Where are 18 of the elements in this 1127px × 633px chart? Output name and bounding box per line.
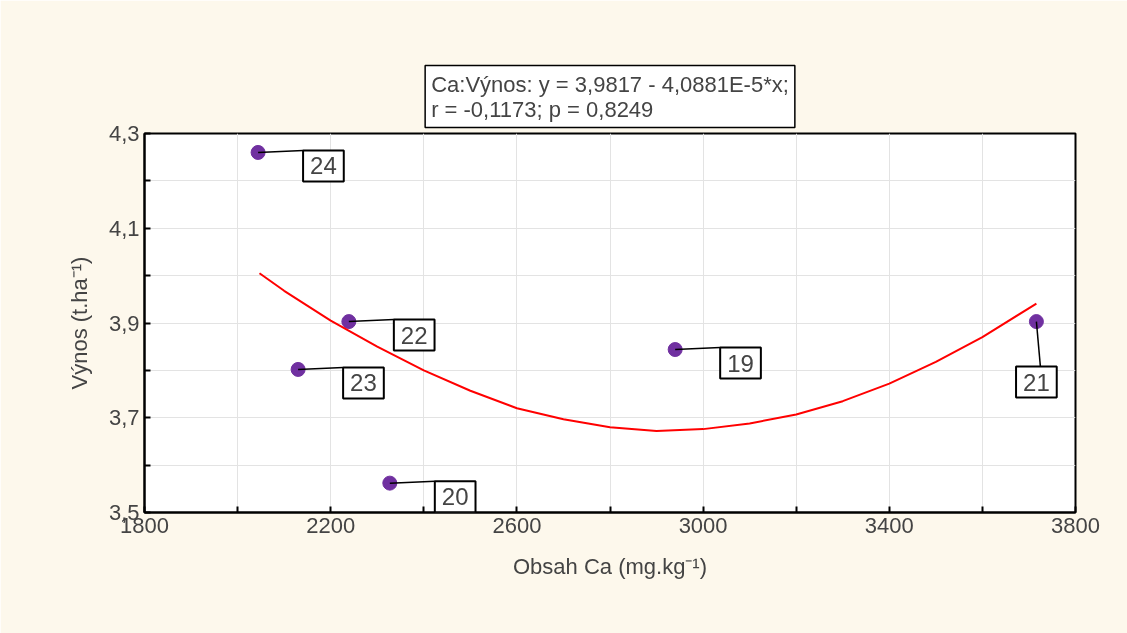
y-tick-label: 3,7 bbox=[108, 405, 140, 431]
x-tick-label: 2600 bbox=[492, 512, 542, 538]
chart-title: Ca:Výnos: y = 3,9817 - 4,0881E-5*x; r = -0,1173; p = 0,8249 bbox=[431, 71, 789, 122]
x-axis-title: Obsah Ca (mg.kg⁻¹) bbox=[512, 553, 708, 579]
annotation: 24 bbox=[310, 152, 337, 180]
y-axis-title: Výnos (t.ha⁻¹) bbox=[66, 256, 92, 390]
annotation: 21 bbox=[1023, 368, 1050, 396]
annotation: 20 bbox=[441, 483, 469, 511]
x-tick-label: 2200 bbox=[306, 512, 356, 538]
x-tick-label: 3800 bbox=[1051, 512, 1100, 538]
y-tick-label: 4,1 bbox=[108, 215, 140, 241]
x-tick-label: 3400 bbox=[864, 512, 914, 538]
annotation: 23 bbox=[350, 369, 377, 397]
x-tick-label: 3000 bbox=[678, 512, 728, 538]
annotation: 19 bbox=[727, 349, 754, 377]
annotation: 22 bbox=[400, 321, 428, 349]
y-tick-label: 4,3 bbox=[108, 121, 140, 146]
y-tick-label: 3,9 bbox=[108, 310, 140, 336]
